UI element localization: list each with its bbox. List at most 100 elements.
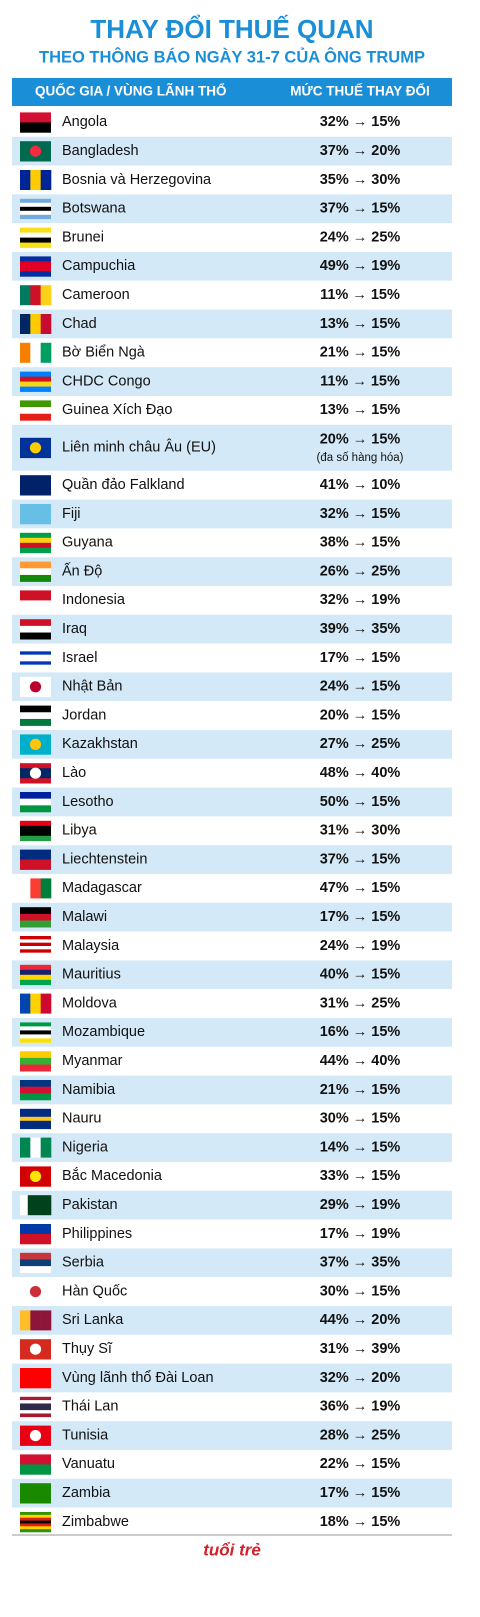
- table-row: [12, 816, 452, 846]
- tariff-change: 21% → 15%: [320, 345, 401, 361]
- tariff-change: 11% → 15%: [320, 373, 400, 389]
- flag-stripe: [20, 664, 51, 669]
- flag-stripe: [20, 625, 51, 633]
- flag-stripe: [20, 413, 51, 421]
- country-name: Moldova: [62, 995, 118, 1011]
- table-row: [12, 1478, 452, 1508]
- flag-stripe: [20, 574, 51, 582]
- tariff-change: 14% → 15%: [320, 1139, 401, 1155]
- tariff-change: 17% → 19%: [320, 1226, 401, 1242]
- flag-stripe: [20, 798, 51, 806]
- flag-stripe: [20, 542, 51, 549]
- flag-stripe: [20, 1252, 51, 1260]
- header-bar: [12, 78, 452, 106]
- flag-stripe: [20, 705, 51, 713]
- flag-stripe: [20, 112, 51, 123]
- flag-stripe: [20, 1410, 51, 1414]
- flag-stripe: [20, 1120, 51, 1126]
- flag-stripe: [20, 1038, 51, 1043]
- table-row: [12, 643, 452, 673]
- table-row: [12, 557, 452, 586]
- country-name: Myanmar: [62, 1053, 123, 1069]
- flag-stripe: [20, 949, 51, 953]
- country-name: Chad: [62, 316, 97, 332]
- country-name: Malaysia: [62, 938, 120, 954]
- flag-stripe: [20, 122, 51, 133]
- table-row: [12, 931, 452, 961]
- table-row: [12, 758, 452, 788]
- flag-stripe: [20, 1234, 51, 1245]
- flag-stripe: [20, 386, 51, 392]
- table-body: Angola 32% → 15% Bangladesh 37% → 20% Bosnia…: [12, 108, 452, 1537]
- table-row: [12, 396, 452, 425]
- flag-stripe: [40, 878, 52, 899]
- table-row: [12, 1018, 452, 1047]
- flag-stripe: [20, 936, 51, 940]
- table-row: [12, 960, 452, 990]
- flag-emblem: [29, 1343, 42, 1355]
- table-row: [12, 424, 452, 471]
- flag-stripe: [20, 1514, 51, 1519]
- table-row: [12, 338, 452, 368]
- flag-stripe: [20, 952, 51, 957]
- country-name: Lào: [62, 765, 86, 781]
- table-row: [12, 1046, 452, 1076]
- flag-stripe: [20, 198, 51, 204]
- tariff-change: 37% → 20%: [320, 143, 401, 159]
- flag-stripe: [30, 1137, 41, 1158]
- table-row: [12, 1392, 452, 1422]
- country-name: Cameroon: [62, 287, 130, 303]
- flag-stripe: [20, 1523, 51, 1527]
- country-name: Mauritius: [62, 967, 121, 983]
- table-row: [12, 528, 452, 558]
- country-name: Nigeria: [62, 1139, 109, 1155]
- flag-stripe: [20, 1368, 51, 1389]
- country-name: Campuchia: [62, 258, 136, 274]
- tariff-change: 17% → 15%: [320, 1485, 401, 1501]
- flag-stripe: [20, 561, 51, 569]
- table-row: [12, 223, 452, 252]
- country-name: Bắc Macedonia: [62, 1167, 163, 1184]
- flag-stripe: [40, 342, 52, 363]
- flag-stripe: [20, 256, 51, 262]
- flag-stripe: [20, 232, 51, 238]
- table-row: [12, 1219, 452, 1249]
- country-name: Bờ Biển Ngà: [62, 345, 146, 361]
- country-name: Angola: [62, 114, 108, 130]
- country-name: Liechtenstein: [62, 851, 147, 867]
- tariff-change: 40% → 15%: [320, 967, 401, 983]
- flag-stripe: [20, 170, 31, 190]
- tariff-change: 37% → 15%: [320, 201, 401, 217]
- flag-stripe: [27, 1195, 36, 1216]
- table-row: [12, 586, 452, 615]
- flag-stripe: [20, 314, 31, 334]
- country-name: Bosnia và Herzegovina: [62, 172, 212, 188]
- table-row: [12, 1450, 452, 1479]
- tariff-change: 36% → 19%: [320, 1399, 401, 1415]
- tariff-change: 31% → 39%: [320, 1341, 401, 1357]
- flag-stripe: [30, 170, 41, 190]
- flag-stripe: [20, 400, 51, 408]
- flag-stripe: [40, 314, 52, 334]
- flag-stripe: [20, 376, 51, 382]
- flag-stripe: [20, 1403, 51, 1408]
- table-row: [12, 108, 452, 137]
- table-row: [12, 1162, 452, 1191]
- flag-stripe: [20, 1526, 51, 1530]
- country-name: Zambia: [62, 1485, 111, 1501]
- title: THAY ĐỔI THUẾ QUAN: [90, 14, 373, 44]
- table-row: [12, 1277, 452, 1306]
- tariff-change: 17% → 15%: [320, 650, 401, 666]
- country-name: Ấn Độ: [62, 562, 102, 579]
- country-name: Thụy Sĩ: [62, 1341, 113, 1357]
- table-row: [12, 1306, 452, 1335]
- table-row: [12, 367, 452, 396]
- flag-emblem: [29, 1286, 42, 1298]
- flag-stripe: [20, 1112, 51, 1118]
- flag-stripe: [20, 718, 51, 726]
- table-row: [12, 1248, 452, 1278]
- flag-stripe: [20, 342, 31, 363]
- table-row: [12, 1190, 452, 1220]
- flag-stripe: [20, 271, 51, 277]
- tariff-change: 35% → 30%: [320, 172, 401, 188]
